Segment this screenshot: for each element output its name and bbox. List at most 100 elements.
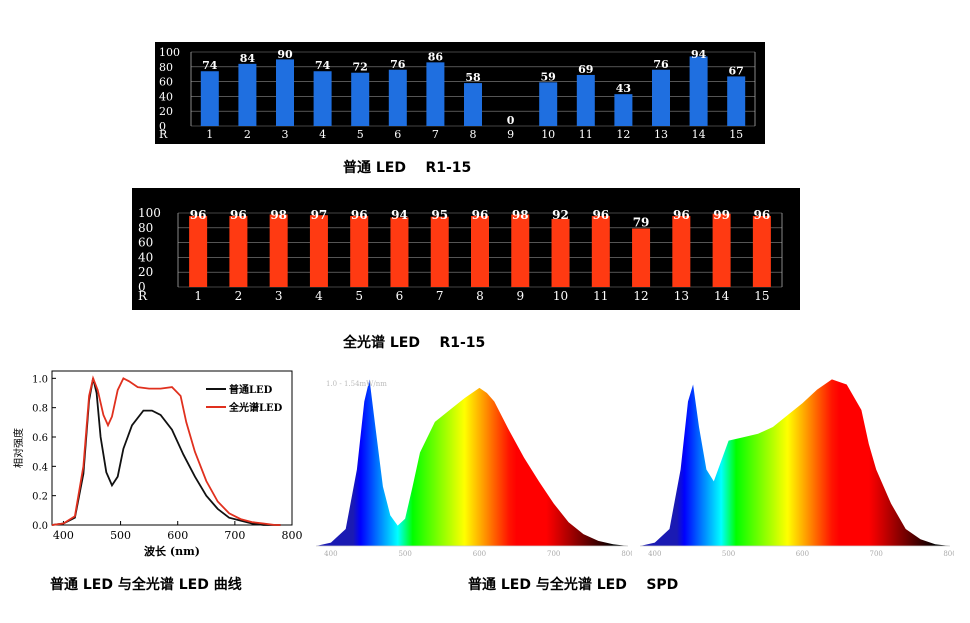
cri-full-caption: 全光谱 LED R1-15 — [343, 335, 486, 351]
x-tick-label: 700 — [547, 550, 560, 558]
x-tick-label: 13 — [654, 128, 668, 141]
x-tick-label: 800 — [943, 550, 954, 558]
spd-caption: 普通 LED 与全光谱 LED SPD — [468, 577, 679, 593]
x-tick-label: 9 — [507, 128, 514, 141]
y-tick-label: 60 — [138, 236, 153, 250]
bar-R13 — [652, 69, 670, 126]
x-tick-label: 8 — [470, 128, 477, 141]
y-tick-label: 100 — [159, 46, 180, 59]
x-tick-label: 14 — [692, 128, 706, 141]
bar-R8 — [471, 215, 489, 287]
spd-normal-panel: 400 500 600 700 800 1.0 - 1.54mW/nm — [312, 368, 635, 558]
data-label: 99 — [713, 208, 730, 222]
y-tick-label: 20 — [138, 265, 153, 279]
bar-R5 — [350, 215, 369, 287]
x-tick-label: 400 — [324, 550, 337, 558]
data-label: 97 — [311, 208, 328, 222]
spectrum-curve-panel: 400 500 600 700 800 0.0 0.2 0.4 0.6 0.8 1.0 波长 (nm)… — [10, 365, 305, 565]
cri-normal-caption: 普通 LED R1-15 — [343, 160, 472, 176]
x-tick-label: 600 — [167, 529, 188, 542]
data-label: 90 — [277, 48, 293, 61]
bar-R9 — [511, 214, 530, 287]
x-tick-label: 14 — [714, 289, 730, 303]
bar-R2 — [229, 215, 248, 287]
data-label: 94 — [691, 48, 707, 61]
spd-range-label: 1.0 - 1.54mW/nm — [326, 380, 387, 388]
data-label: 96 — [754, 208, 771, 222]
x-tick-label: 11 — [579, 128, 593, 141]
x-tick-label: 12 — [633, 289, 648, 303]
bar-R1 — [189, 215, 208, 287]
legend-label: 全光谱LED — [228, 401, 283, 414]
x-tick-label: 4 — [319, 128, 326, 141]
legend-label: 普通LED — [229, 383, 273, 396]
spd-normal-chart: 400 500 600 700 800 1.0 - 1.54mW/nm — [316, 379, 635, 558]
y-tick-label: 1.0 — [32, 374, 48, 385]
spectrum-curve-chart: 400 500 600 700 800 0.0 0.2 0.4 0.6 0.8 1.0 波长 (nm)… — [12, 370, 303, 558]
x-tick-label: 9 — [516, 289, 524, 303]
x-tick-label: 600 — [796, 550, 809, 558]
data-label: 96 — [351, 208, 368, 222]
bar-R4 — [309, 215, 328, 287]
spectrum-area — [316, 379, 628, 546]
data-label: 79 — [633, 216, 650, 230]
x-tick-label: 500 — [722, 550, 735, 558]
x-tick-label: 4 — [315, 289, 323, 303]
bar-R4 — [313, 71, 332, 126]
x-tick-label: 500 — [398, 550, 411, 558]
data-label: 59 — [541, 70, 556, 83]
x-tick-label: 800 — [282, 529, 303, 542]
x-tick-label: 400 — [53, 529, 74, 542]
x-tick-label: 2 — [244, 128, 251, 141]
y-tick-label: 0.2 — [32, 492, 48, 503]
bar-R3 — [276, 59, 294, 126]
data-label: 96 — [472, 208, 489, 222]
series-line-normal — [51, 378, 281, 526]
x-tick-label: 800 — [621, 550, 632, 558]
x-tick-label: 2 — [235, 289, 243, 303]
y-tick-label: 80 — [159, 61, 173, 74]
data-label: 74 — [202, 59, 218, 72]
bar-R15 — [752, 215, 771, 287]
x-axis-label: 波长 (nm) — [144, 544, 200, 558]
x-tick-label: 3 — [275, 289, 283, 303]
data-label: 74 — [315, 59, 331, 72]
y-tick-label: 0.0 — [32, 521, 48, 532]
x-tick-label: 1 — [206, 128, 213, 141]
x-tick-label: 3 — [282, 128, 289, 141]
plot-frame — [51, 370, 293, 526]
y-tick-label: 0.4 — [32, 462, 48, 473]
x-axis-label: R — [138, 289, 148, 303]
y-tick-label: 80 — [138, 221, 153, 235]
bar-R7 — [426, 62, 445, 126]
data-label: 96 — [592, 208, 609, 222]
data-label: 76 — [653, 58, 669, 71]
bar-R6 — [388, 69, 407, 126]
x-tick-label: 10 — [553, 289, 568, 303]
data-label: 96 — [230, 208, 247, 222]
y-tick-label: 100 — [138, 206, 161, 220]
bar-R12 — [614, 94, 633, 126]
x-tick-label: 5 — [357, 128, 364, 141]
x-tick-label: 8 — [476, 289, 484, 303]
x-tick-label: 11 — [593, 289, 608, 303]
spd-full-chart: 400 500 600 700 800 — [640, 379, 957, 558]
data-label: 86 — [428, 50, 444, 63]
bar-R13 — [672, 215, 691, 287]
x-tick-label: 700 — [870, 550, 883, 558]
x-tick-label: 7 — [432, 128, 439, 141]
x-tick-label: 5 — [355, 289, 363, 303]
bar-R14 — [712, 213, 731, 287]
bar-R11 — [576, 74, 595, 126]
data-label: 67 — [729, 64, 744, 77]
data-label: 58 — [465, 71, 481, 84]
data-label: 95 — [431, 208, 448, 222]
y-axis-label: 相对强度 — [12, 428, 25, 468]
x-tick-label: 400 — [648, 550, 661, 558]
bar-R15 — [727, 76, 746, 126]
x-tick-label: 6 — [394, 128, 401, 141]
x-tick-label: 600 — [473, 550, 486, 558]
x-tick-label: 12 — [616, 128, 630, 141]
data-label: 0 — [507, 114, 515, 127]
